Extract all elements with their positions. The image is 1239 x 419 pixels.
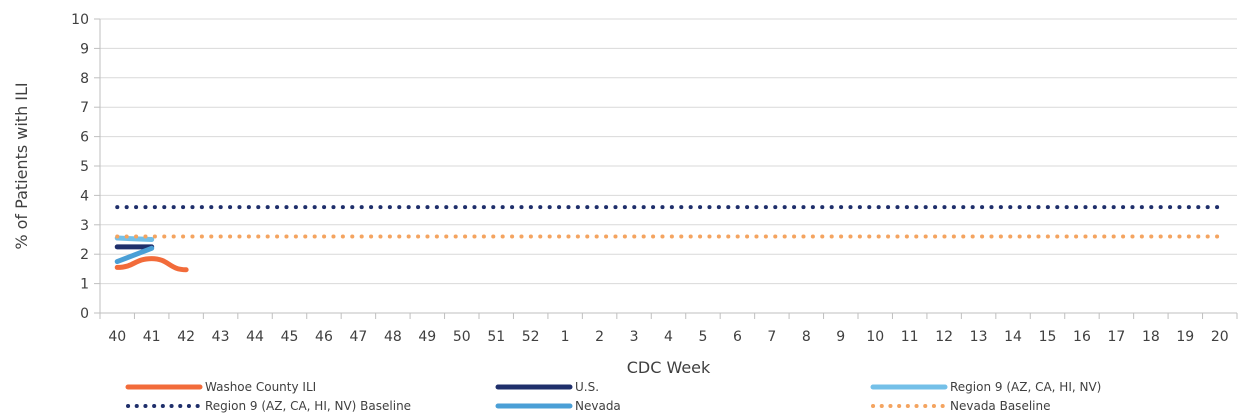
x-tick-label: 51 [487,329,505,345]
x-tick-label: 41 [143,329,161,345]
legend-label: Washoe County ILI [205,380,316,394]
y-tick-label: 10 [71,12,89,28]
legend-label: Nevada [575,399,621,413]
x-tick-label: 43 [212,329,230,345]
x-tick-label: 19 [1176,329,1194,345]
series-line-4 [114,245,155,265]
x-tick-label: 6 [733,329,742,345]
x-tick-label: 48 [384,329,402,345]
x-tick-label: 13 [970,329,988,345]
x-tick-label: 12 [935,329,953,345]
x-tick-label: 9 [836,329,845,345]
y-tick-label: 7 [80,100,89,116]
x-tick-label: 49 [418,329,436,345]
x-tick-label: 42 [177,329,195,345]
x-tick-label: 20 [1211,329,1229,345]
x-tick-label: 8 [802,329,811,345]
y-tick-label: 2 [80,247,89,263]
series-line-0 [114,256,189,273]
x-tick-label: 16 [1073,329,1091,345]
series-line-2 [114,235,155,242]
y-tick-label: 1 [80,277,89,293]
x-axis-title: CDC Week [627,358,711,377]
x-tick-label: 4 [664,329,673,345]
legend-label: Nevada Baseline [950,399,1050,413]
y-tick-label: 4 [80,188,89,204]
x-tick-label: 2 [595,329,604,345]
y-tick-label: 5 [80,159,89,175]
x-tick-label: 17 [1107,329,1125,345]
legend-label: Region 9 (AZ, CA, HI, NV) Baseline [205,399,411,413]
x-tick-label: 18 [1142,329,1160,345]
x-tick-label: 46 [315,329,333,345]
y-tick-label: 3 [80,218,89,234]
x-tick-label: 5 [698,329,707,345]
x-tick-label: 40 [108,329,126,345]
y-tick-label: 6 [80,130,89,146]
y-tick-label: 9 [80,41,89,57]
y-axis-title: % of Patients with ILI [12,82,31,249]
legend-label: Region 9 (AZ, CA, HI, NV) [950,380,1101,394]
x-tick-label: 1 [561,329,570,345]
x-tick-label: 7 [767,329,776,345]
x-tick-label: 44 [246,329,264,345]
gridlines [100,18,1237,285]
x-tick-label: 45 [281,329,299,345]
legend: Washoe County ILI U.S. Region 9 (AZ, CA, H… [125,380,1101,413]
x-tick-label: 10 [866,329,884,345]
x-tick-label: 14 [1004,329,1022,345]
x-tick-label: 3 [630,329,639,345]
series-lines [114,205,1222,273]
legend-label: U.S. [575,380,599,394]
x-tick-label: 50 [453,329,471,345]
y-tick-label: 8 [80,71,89,87]
x-tick-label: 15 [1039,329,1057,345]
x-tick-label: 52 [522,329,540,345]
x-tick-label: 47 [349,329,367,345]
y-tick-label: 0 [80,306,89,322]
x-tick-label: 11 [901,329,919,345]
